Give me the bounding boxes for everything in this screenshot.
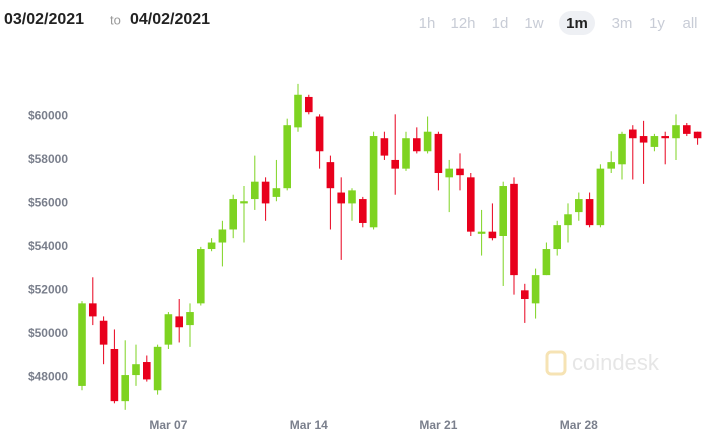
candle-body [305, 96, 313, 113]
date-sep: to [110, 12, 121, 27]
candle-body [693, 131, 702, 139]
candle-body [391, 159, 399, 169]
candle-body [639, 136, 648, 143]
candle-body [423, 131, 432, 152]
date-from: 03/02/2021 [4, 11, 84, 28]
y-tick-label: $52000 [28, 282, 68, 296]
y-tick-label: $60000 [28, 109, 68, 123]
candle-body [121, 375, 129, 402]
y-tick-label: $58000 [28, 152, 68, 166]
candle-body [585, 199, 594, 226]
candle-body [337, 192, 345, 204]
candle-body [240, 201, 248, 204]
candle-body [413, 138, 421, 152]
candle-body [618, 133, 626, 165]
range-button-bg[interactable] [559, 11, 595, 35]
x-tick-label: Mar 14 [290, 418, 328, 432]
x-tick-label: Mar 07 [149, 418, 187, 432]
candle-body [445, 168, 453, 178]
candle-body [197, 249, 205, 304]
candle-body [164, 314, 173, 345]
candle-body [153, 346, 162, 391]
candle-body [369, 136, 378, 228]
candle-body [488, 231, 497, 239]
candle-body [683, 125, 691, 134]
candle-body [315, 116, 324, 152]
candle-body [110, 348, 119, 402]
range-button[interactable]: 1y [649, 15, 665, 32]
candle-body [89, 303, 97, 317]
watermark-icon [545, 350, 567, 376]
candle-body [359, 199, 367, 223]
y-tick-label: $50000 [28, 326, 68, 340]
candle-body [521, 290, 529, 300]
y-tick-label: $48000 [28, 369, 68, 383]
candle-body [672, 125, 680, 139]
candle-body [99, 320, 108, 345]
x-tick-label: Mar 28 [560, 418, 598, 432]
candle-body [499, 186, 507, 236]
candle-body [575, 199, 583, 213]
candle-body [326, 162, 335, 189]
y-tick-label: $54000 [28, 239, 68, 253]
range-button[interactable]: all [682, 15, 697, 32]
x-tick-label: Mar 21 [419, 418, 457, 432]
candle-body [229, 199, 237, 230]
watermark: coindesk [572, 350, 660, 375]
candle-body [143, 362, 151, 380]
candle-body [272, 188, 281, 197]
range-button[interactable]: 12h [450, 15, 475, 32]
date-to: 04/02/2021 [130, 11, 210, 28]
candle-body [564, 214, 572, 226]
candle-body [207, 242, 216, 250]
range-button[interactable]: 1h [419, 15, 436, 32]
candle-body [596, 168, 605, 226]
candle-body [661, 136, 669, 139]
candle-body [283, 125, 291, 189]
range-button[interactable]: 1m [566, 15, 588, 32]
y-tick-label: $56000 [28, 196, 68, 210]
candle-body [348, 190, 356, 204]
range-button[interactable]: 1w [524, 15, 543, 32]
candle-body [531, 275, 540, 304]
candle-body [607, 162, 615, 169]
range-button[interactable]: 3m [612, 15, 633, 32]
candle-body [542, 249, 551, 276]
candle-body [132, 364, 140, 376]
candle-body [218, 229, 227, 243]
candle-body [434, 133, 443, 173]
candle-body [251, 181, 259, 200]
candle-body [294, 94, 302, 128]
candle-body [629, 129, 637, 139]
candle-body [650, 136, 659, 147]
candle-body [78, 303, 86, 386]
range-button[interactable]: 1d [492, 15, 509, 32]
candle-body [553, 225, 561, 250]
candle-body [467, 177, 475, 232]
candle-body [175, 316, 183, 328]
candle-body [380, 138, 389, 156]
candle-body [186, 312, 194, 326]
candle-body [402, 138, 410, 169]
candle-body [477, 231, 486, 234]
candle-body [510, 183, 518, 276]
candle-body [261, 181, 270, 204]
candle-body [456, 168, 464, 176]
